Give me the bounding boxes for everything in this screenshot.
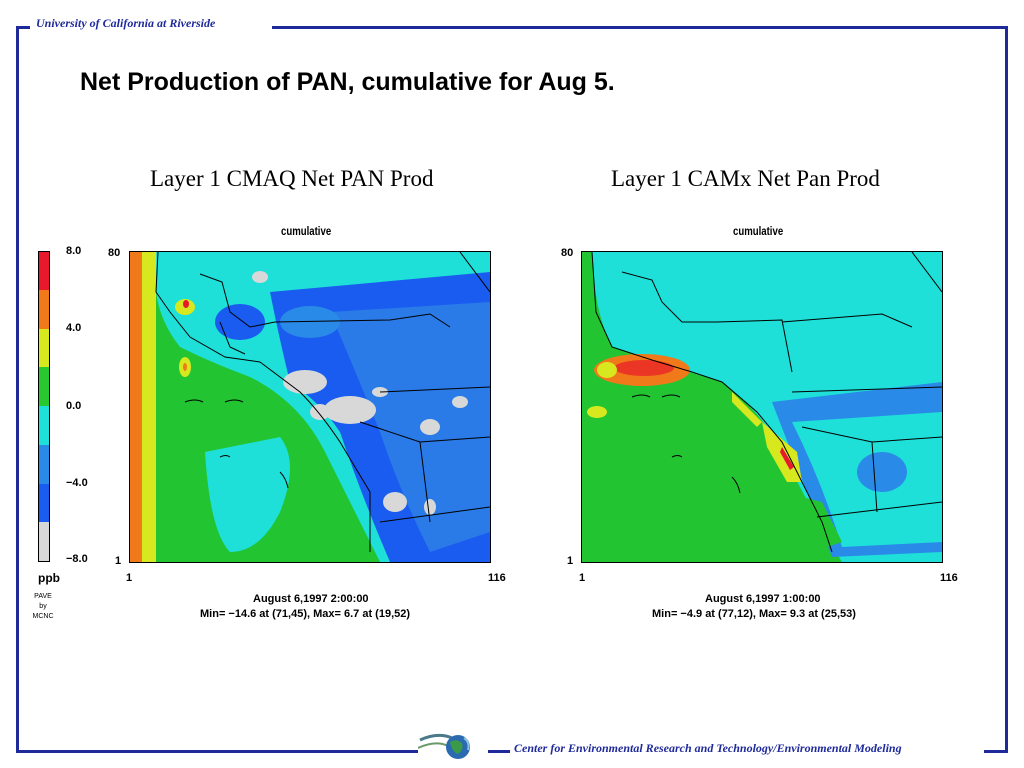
camx-heatmap bbox=[581, 251, 943, 563]
plot-subtitle: cumulative bbox=[281, 224, 332, 238]
colorbar-cell bbox=[38, 328, 50, 368]
plot-date: August 6,1997 2:00:00 bbox=[253, 593, 369, 605]
globe-logo-icon bbox=[418, 733, 470, 759]
colorbar-tick-label: −4.0 bbox=[66, 477, 88, 489]
frame-left bbox=[16, 26, 19, 753]
colorbar-cell bbox=[38, 483, 50, 523]
frame-bottom-right bbox=[488, 750, 510, 753]
credit-line: PAVE bbox=[34, 593, 52, 600]
plot-subtitle: cumulative bbox=[733, 224, 784, 238]
slide-title: Net Production of PAN, cumulative for Au… bbox=[80, 68, 615, 96]
plot-date: August 6,1997 1:00:00 bbox=[705, 593, 821, 605]
colorbar-cell bbox=[38, 522, 50, 562]
plot-stats: Min= −4.9 at (77,12), Max= 9.3 at (25,53… bbox=[652, 608, 856, 620]
colorbar-tick-label: 4.0 bbox=[66, 322, 82, 334]
colorbar-tick-label: −8.0 bbox=[66, 553, 88, 565]
y-tick-label: 1 bbox=[115, 555, 122, 567]
colorbar-cell bbox=[38, 367, 50, 406]
credit-line: by bbox=[39, 603, 47, 610]
frame-bottom-left bbox=[16, 750, 418, 753]
frame-top-right bbox=[272, 26, 1008, 29]
colorbar-tick-label: 0.0 bbox=[66, 400, 82, 412]
colorbar-unit: ppb bbox=[38, 571, 60, 585]
x-tick-label: 116 bbox=[488, 572, 506, 584]
colorbar-tick-label: 8.0 bbox=[66, 245, 82, 257]
y-tick-label: 80 bbox=[108, 247, 121, 259]
cmaq-heatmap bbox=[129, 251, 491, 563]
credit-line: MCNC bbox=[32, 613, 54, 620]
x-tick-label: 1 bbox=[579, 572, 586, 584]
y-tick-label: 1 bbox=[567, 555, 574, 567]
x-tick-label: 1 bbox=[126, 572, 133, 584]
cmaq-map-svg bbox=[130, 252, 490, 562]
colorbar-cell bbox=[38, 289, 50, 329]
frame-right bbox=[1005, 26, 1008, 753]
y-tick-label: 80 bbox=[561, 247, 574, 259]
colorbar-cell bbox=[38, 444, 50, 484]
plot-title: Layer 1 CAMx Net Pan Prod bbox=[611, 166, 880, 191]
plot-title: Layer 1 CMAQ Net PAN Prod bbox=[150, 166, 434, 191]
footer-center-name: Center for Environmental Research and Te… bbox=[514, 741, 902, 755]
header-org: University of California at Riverside bbox=[36, 16, 216, 30]
plot-stats: Min= −14.6 at (71,45), Max= 6.7 at (19,5… bbox=[200, 608, 411, 620]
colorbar-cell bbox=[38, 251, 50, 291]
frame-bottom-tail bbox=[984, 750, 1008, 753]
camx-map-svg bbox=[587, 252, 942, 562]
colorbar-cell bbox=[38, 406, 50, 445]
x-tick-label: 116 bbox=[940, 572, 958, 584]
frame-top-left bbox=[16, 26, 30, 29]
